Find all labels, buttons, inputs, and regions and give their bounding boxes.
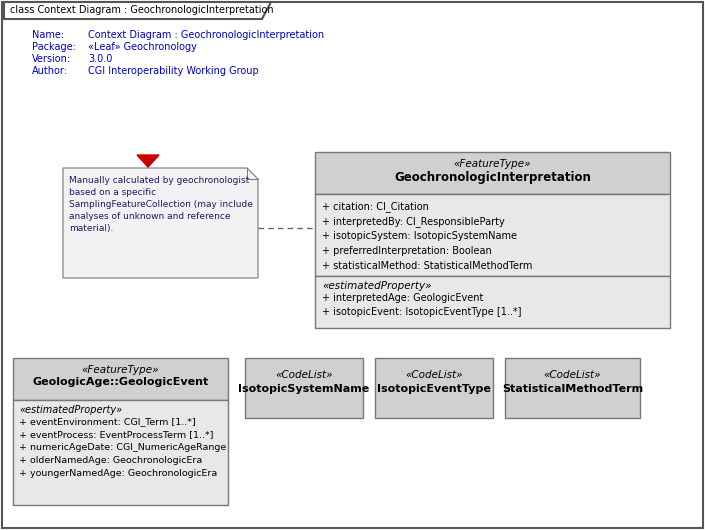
Text: + youngerNamedAge: GeochronologicEra: + youngerNamedAge: GeochronologicEra — [19, 469, 217, 478]
Text: based on a specific: based on a specific — [69, 188, 156, 197]
Text: + olderNamedAge: GeochronologicEra: + olderNamedAge: GeochronologicEra — [19, 456, 202, 465]
Text: + preferredInterpretation: Boolean: + preferredInterpretation: Boolean — [322, 246, 492, 256]
Text: «CodeList»: «CodeList» — [544, 370, 601, 380]
Text: Manually calculated by geochronologist: Manually calculated by geochronologist — [69, 176, 250, 185]
Polygon shape — [4, 2, 271, 19]
Text: Package:: Package: — [32, 42, 76, 52]
Text: «estimatedProperty»: «estimatedProperty» — [322, 281, 431, 291]
Text: 3.0.0: 3.0.0 — [88, 54, 112, 64]
Text: + citation: CI_Citation: + citation: CI_Citation — [322, 201, 429, 212]
Text: + interpretedBy: CI_ResponsibleParty: + interpretedBy: CI_ResponsibleParty — [322, 216, 505, 227]
Text: + statisticalMethod: StatisticalMethodTerm: + statisticalMethod: StatisticalMethodTe… — [322, 261, 532, 271]
Bar — [315, 276, 670, 328]
Text: «FeatureType»: «FeatureType» — [454, 159, 532, 169]
Text: + interpretedAge: GeologicEvent: + interpretedAge: GeologicEvent — [322, 293, 484, 303]
Text: GeochronologicInterpretation: GeochronologicInterpretation — [394, 171, 591, 184]
Text: material).: material). — [69, 224, 114, 233]
Polygon shape — [137, 155, 159, 167]
Text: SamplingFeatureCollection (may include: SamplingFeatureCollection (may include — [69, 200, 253, 209]
Text: «Leaf» Geochronology: «Leaf» Geochronology — [88, 42, 197, 52]
Bar — [375, 358, 493, 418]
Text: «CodeList»: «CodeList» — [405, 370, 462, 380]
Text: + isotopicEvent: IsotopicEventType [1..*]: + isotopicEvent: IsotopicEventType [1..*… — [322, 307, 522, 317]
Bar — [505, 358, 640, 418]
Text: class Context Diagram : GeochronologicInterpretation: class Context Diagram : GeochronologicIn… — [10, 5, 274, 15]
Text: IsotopicEventType: IsotopicEventType — [377, 384, 491, 394]
Text: + numericAgeDate: CGI_NumericAgeRange: + numericAgeDate: CGI_NumericAgeRange — [19, 443, 226, 452]
Bar — [13, 358, 228, 400]
Text: Author:: Author: — [32, 66, 68, 76]
Text: + isotopicSystem: IsotopicSystemName: + isotopicSystem: IsotopicSystemName — [322, 231, 517, 241]
Polygon shape — [63, 168, 258, 278]
Bar — [245, 358, 363, 418]
Text: «FeatureType»: «FeatureType» — [82, 365, 159, 375]
Text: «estimatedProperty»: «estimatedProperty» — [19, 405, 122, 415]
Text: Name:: Name: — [32, 30, 64, 40]
Text: + eventProcess: EventProcessTerm [1..*]: + eventProcess: EventProcessTerm [1..*] — [19, 430, 214, 439]
Bar — [13, 400, 228, 505]
Text: analyses of unknown and reference: analyses of unknown and reference — [69, 212, 231, 221]
Text: CGI Interoperability Working Group: CGI Interoperability Working Group — [88, 66, 259, 76]
Text: StatisticalMethodTerm: StatisticalMethodTerm — [502, 384, 643, 394]
Text: Context Diagram : GeochronologicInterpretation: Context Diagram : GeochronologicInterpre… — [88, 30, 324, 40]
Text: + eventEnvironment: CGI_Term [1..*]: + eventEnvironment: CGI_Term [1..*] — [19, 417, 196, 426]
Text: «CodeList»: «CodeList» — [275, 370, 333, 380]
Text: GeologicAge::GeologicEvent: GeologicAge::GeologicEvent — [32, 377, 209, 387]
Bar — [315, 152, 670, 194]
Bar — [315, 194, 670, 276]
Text: Version:: Version: — [32, 54, 71, 64]
Text: IsotopicSystemName: IsotopicSystemName — [238, 384, 369, 394]
